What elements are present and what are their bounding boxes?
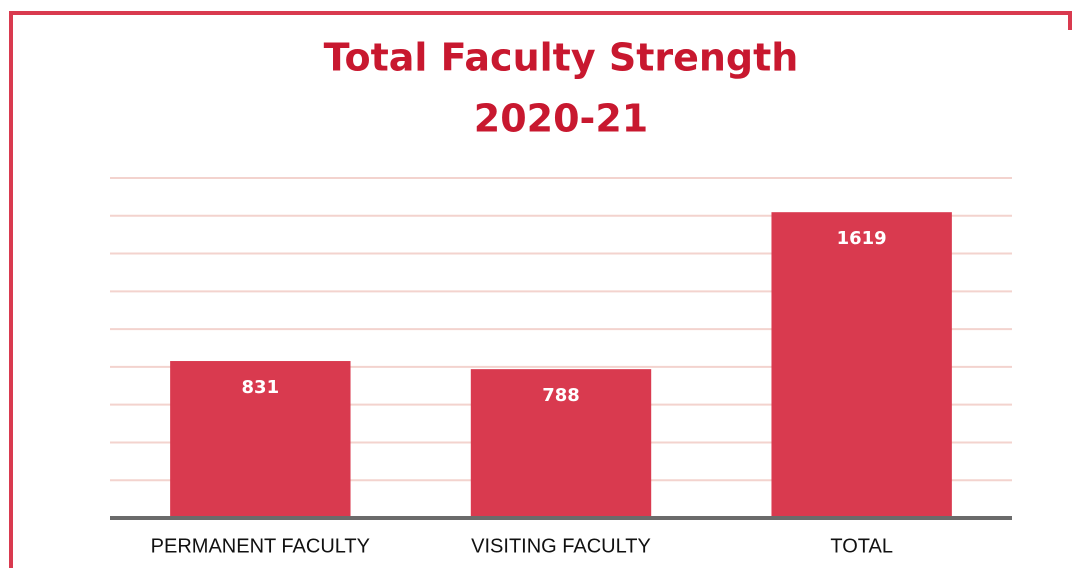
bar — [170, 361, 351, 518]
data-label: 788 — [542, 385, 580, 406]
chart-title: Total Faculty Strength — [324, 36, 799, 80]
data-label: 831 — [242, 377, 280, 398]
bar — [470, 369, 652, 518]
x-tick-label: VISITING FACULTY — [471, 535, 651, 557]
bar — [771, 212, 952, 518]
x-tick-label: TOTAL — [830, 535, 893, 557]
x-tick-label: PERMANENT FACULTY — [151, 535, 370, 557]
chart-subtitle: 2020-21 — [474, 97, 648, 141]
frame — [9, 11, 1072, 568]
data-label: 1619 — [837, 228, 887, 249]
